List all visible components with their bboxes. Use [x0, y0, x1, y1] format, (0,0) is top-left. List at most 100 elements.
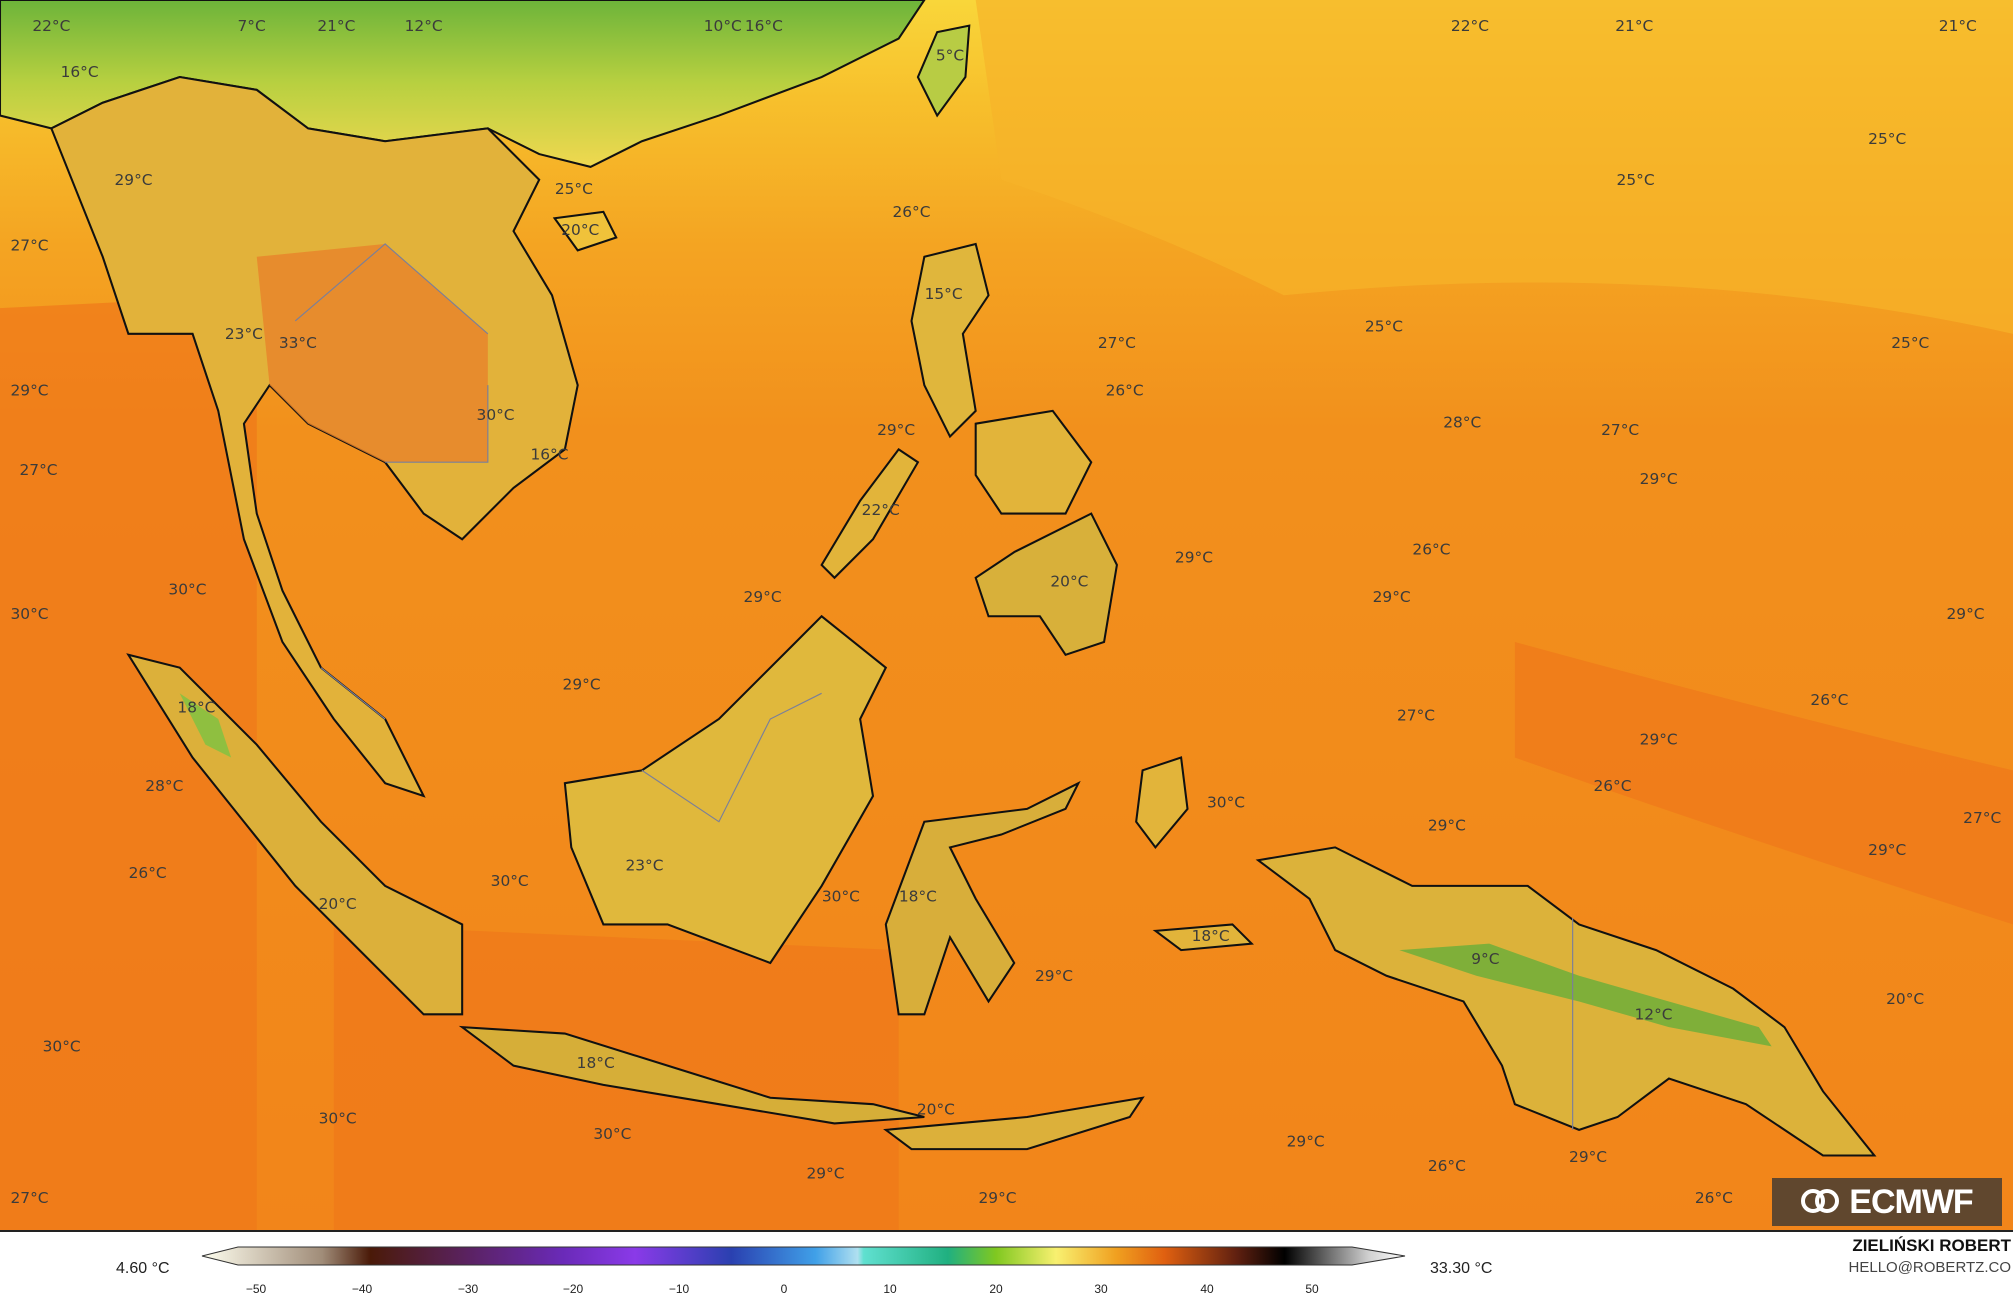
temp-label: 21°C	[317, 17, 355, 35]
temp-label: 20°C	[1050, 573, 1088, 591]
highland-new-guinea	[1399, 943, 1772, 1047]
temp-label: 26°C	[1428, 1157, 1466, 1175]
temp-label: 16°C	[745, 17, 783, 35]
temp-label: 30°C	[1207, 794, 1245, 812]
ecmwf-logo-icon	[1801, 1189, 1841, 1215]
temp-label: 18°C	[899, 887, 937, 905]
temp-label: 27°C	[1098, 334, 1136, 352]
temp-label: 21°C	[1939, 17, 1977, 35]
max-value: 33.30 °C	[1430, 1260, 1493, 1277]
land-palawan	[820, 447, 920, 580]
temp-label: 30°C	[822, 887, 860, 905]
temp-label: 30°C	[11, 605, 49, 623]
temp-label: 29°C	[978, 1189, 1016, 1207]
temp-label: 27°C	[1963, 809, 2001, 827]
land-luzon	[910, 242, 990, 439]
land-sulawesi	[884, 780, 1081, 1016]
temp-label: 29°C	[1428, 817, 1466, 835]
land-new-guinea	[1255, 846, 1877, 1157]
temp-label: 30°C	[593, 1125, 631, 1143]
temp-label: 16°C	[61, 63, 99, 81]
temp-label: 26°C	[1810, 691, 1848, 709]
temp-label: 27°C	[11, 236, 49, 254]
temp-label: 30°C	[319, 1109, 357, 1127]
temp-label: 30°C	[477, 406, 515, 424]
temp-label: 23°C	[625, 857, 663, 875]
warm-ocean-band	[0, 295, 2013, 1230]
temp-label: 23°C	[225, 325, 263, 343]
temp-label: 33°C	[279, 334, 317, 352]
temp-label: 29°C	[806, 1165, 844, 1183]
colorbar-tick: 50	[1305, 1282, 1319, 1296]
temp-label: 12°C	[405, 17, 443, 35]
temp-label: 28°C	[145, 777, 183, 795]
temp-label: 29°C	[1946, 605, 1984, 623]
temp-label: 26°C	[892, 203, 930, 221]
temp-label: 26°C	[1412, 541, 1450, 559]
temp-label: 18°C	[177, 699, 215, 717]
land-hainan	[552, 210, 618, 252]
temp-label: 29°C	[744, 588, 782, 606]
color-legend: 4.60 °C	[0, 1232, 2013, 1296]
temp-label: 26°C	[1106, 381, 1144, 399]
land-borneo	[563, 614, 888, 965]
ecmwf-logo: ECMWF	[1772, 1178, 2002, 1226]
temp-label: 15°C	[925, 285, 963, 303]
colorbar-tick: 0	[780, 1282, 788, 1296]
temp-label: 26°C	[1695, 1189, 1733, 1207]
colorbar-tick: −40	[351, 1282, 373, 1296]
colorbar: −50 −40 −30 −20 −10 0 10 20 30 40 50	[200, 1246, 1410, 1296]
temp-label: 30°C	[43, 1038, 81, 1056]
author-email: HELLO@ROBERTZ.CO	[1848, 1259, 2011, 1276]
temp-label: 22°C	[862, 501, 900, 519]
temp-label: 25°C	[1891, 334, 1929, 352]
temp-label: 5°C	[936, 46, 964, 64]
temp-label: 27°C	[1397, 706, 1435, 724]
temp-label: 29°C	[1373, 588, 1411, 606]
temp-label: 25°C	[1617, 171, 1655, 189]
colorbar-tick: 30	[1094, 1282, 1108, 1296]
temp-label: 27°C	[1601, 421, 1639, 439]
temp-label: 29°C	[115, 171, 153, 189]
colorbar-tick: −30	[457, 1282, 479, 1296]
land-halmahera	[1135, 756, 1189, 850]
land-seram	[1152, 923, 1254, 952]
temp-label: 26°C	[129, 864, 167, 882]
temp-label: 29°C	[1640, 470, 1678, 488]
temp-label: 28°C	[1443, 414, 1481, 432]
temp-label: 29°C	[1287, 1133, 1325, 1151]
ecmwf-logo-text: ECMWF	[1849, 1182, 1973, 1221]
temp-label: 25°C	[1365, 317, 1403, 335]
colorbar-tick: 20	[989, 1282, 1003, 1296]
author-name: ZIELIŃSKI ROBERT	[1852, 1236, 2011, 1255]
land-visayas	[974, 409, 1093, 515]
min-value: 4.60 °C	[116, 1260, 170, 1277]
colorbar-tick: 10	[883, 1282, 897, 1296]
land-thailand-warm	[256, 243, 488, 463]
temp-label: 16°C	[530, 446, 568, 464]
temp-label: 26°C	[1593, 777, 1631, 795]
temp-label: 27°C	[19, 461, 57, 479]
temp-label: 29°C	[1175, 548, 1213, 566]
temp-label: 18°C	[1192, 927, 1230, 945]
temp-label: 22°C	[32, 17, 70, 35]
colorbar-tick: −50	[245, 1282, 267, 1296]
temp-label: 29°C	[1640, 731, 1678, 749]
colorbar-tick: 40	[1200, 1282, 1214, 1296]
land-java	[458, 1025, 925, 1125]
country-borders	[294, 243, 1574, 1130]
temp-label: 30°C	[168, 580, 206, 598]
colorbar-tick: −10	[668, 1282, 690, 1296]
temp-label: 29°C	[11, 381, 49, 399]
temp-label: 18°C	[577, 1054, 615, 1072]
colorbar-gradient	[201, 1246, 1406, 1266]
temp-label: 21°C	[1615, 17, 1653, 35]
temp-label: 29°C	[1035, 967, 1073, 985]
author-credit: ZIELIŃSKI ROBERT HELLO@ROBERTZ.CO	[1849, 1236, 2011, 1276]
temp-label: 30°C	[491, 872, 529, 890]
temp-label: 25°C	[555, 180, 593, 198]
land-lesser-sunda	[883, 1096, 1145, 1151]
temp-label: 7°C	[238, 17, 266, 35]
land-taiwan	[916, 24, 971, 118]
land-mindanao	[974, 512, 1118, 657]
